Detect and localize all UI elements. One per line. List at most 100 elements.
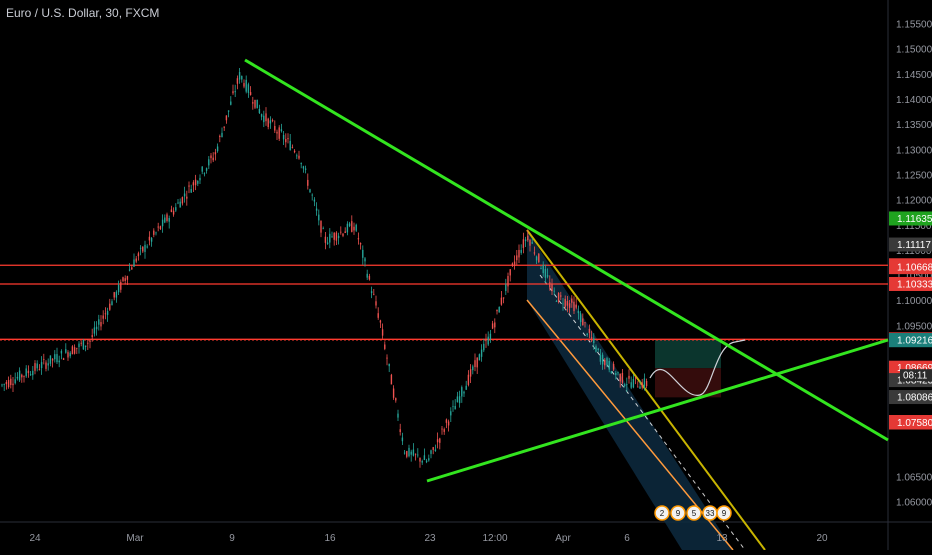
channel-lower-line — [526, 299, 734, 551]
candle-body — [78, 343, 80, 348]
candle-body — [146, 246, 148, 248]
candle-body — [520, 249, 522, 253]
candle-body — [311, 194, 313, 196]
candle-body — [390, 374, 393, 385]
candle-body — [177, 202, 179, 204]
candle-body — [223, 126, 225, 128]
candle-body — [14, 379, 16, 384]
candle-body — [186, 196, 188, 199]
candle-body — [406, 451, 408, 457]
candle-body — [315, 208, 318, 211]
candle-body — [7, 380, 10, 388]
candle-body — [122, 277, 124, 282]
candle-body — [199, 177, 201, 181]
candle-body — [95, 326, 98, 330]
candle-body — [232, 91, 234, 94]
candle-body — [205, 168, 208, 171]
candle-body — [179, 201, 181, 208]
candle-body — [263, 115, 265, 123]
candle-body — [615, 372, 617, 376]
candle-body — [632, 379, 635, 388]
candle-body — [621, 372, 624, 383]
candle-body — [384, 344, 386, 349]
candle-body — [142, 246, 144, 252]
candle-body — [73, 347, 76, 354]
candle-body — [381, 329, 384, 336]
price-tag — [889, 276, 932, 291]
time-tick-label: Apr — [555, 533, 571, 544]
candle-body — [153, 230, 155, 235]
candle-body — [29, 374, 32, 376]
candle-body — [370, 291, 373, 294]
candle-body — [62, 358, 65, 360]
candle-body — [469, 369, 472, 377]
time-tick-label: 12:00 — [482, 533, 507, 544]
candle-body — [197, 180, 199, 184]
candle-body — [377, 313, 379, 318]
candle-body — [538, 253, 540, 263]
candle-body — [425, 460, 428, 463]
candle-body — [76, 347, 78, 349]
candle-body — [113, 292, 115, 298]
candle-body — [225, 115, 228, 121]
candle-body — [318, 214, 320, 221]
candle-body — [307, 179, 309, 186]
candle-body — [58, 360, 60, 363]
candle-body — [247, 84, 250, 93]
candle-body — [69, 352, 71, 357]
candle-body — [485, 340, 487, 342]
event-badge-label: 5 — [692, 509, 697, 518]
candle-body — [181, 197, 184, 204]
price-tick-label: 1.06000 — [896, 498, 932, 509]
candle-body — [267, 118, 269, 127]
descending-trendline — [244, 58, 889, 442]
candle-body — [51, 358, 54, 361]
candle-body — [91, 335, 93, 338]
candle-body — [478, 354, 481, 361]
candle-body — [432, 447, 434, 450]
candle-body — [104, 313, 107, 315]
candle-body — [309, 189, 311, 193]
candle-body — [168, 218, 170, 222]
candle-body — [100, 322, 102, 327]
candle-body — [16, 376, 19, 379]
price-tag — [889, 211, 932, 226]
ascending-trendline — [426, 338, 889, 483]
candle-body — [320, 220, 322, 233]
time-tick-label: 20 — [816, 533, 828, 544]
candle-body — [258, 109, 261, 114]
price-tick-label: 1.12500 — [896, 170, 932, 181]
candle-body — [219, 135, 221, 138]
candle-body — [443, 429, 445, 432]
candle-body — [265, 113, 267, 122]
candle-body — [216, 146, 219, 152]
candle-body — [12, 383, 14, 386]
candle-body — [491, 323, 494, 329]
candle-body — [5, 381, 8, 385]
price-tick-label: 1.13500 — [896, 120, 932, 131]
candle-body — [476, 357, 478, 368]
candle-body — [155, 232, 157, 234]
event-badge — [670, 505, 686, 521]
price-tick-label: 1.10500 — [896, 271, 932, 282]
candle-body — [511, 263, 514, 266]
candle-body — [333, 232, 335, 240]
candle-body — [628, 375, 630, 379]
price-tag-label: 1.08669 — [897, 363, 932, 374]
candle-body — [274, 126, 276, 131]
candle-body — [513, 261, 516, 265]
candle-body — [289, 140, 291, 150]
candle-body — [304, 168, 307, 170]
time-tick-label: Mar — [126, 533, 144, 544]
candle-body — [331, 236, 333, 238]
candle-body — [203, 173, 206, 175]
candle-body — [159, 226, 162, 230]
candle-body — [553, 290, 555, 292]
candle-body — [49, 355, 52, 364]
candle-body — [608, 360, 610, 370]
candle-body — [269, 120, 272, 124]
candle-body — [201, 166, 203, 172]
candle-body — [139, 247, 142, 249]
